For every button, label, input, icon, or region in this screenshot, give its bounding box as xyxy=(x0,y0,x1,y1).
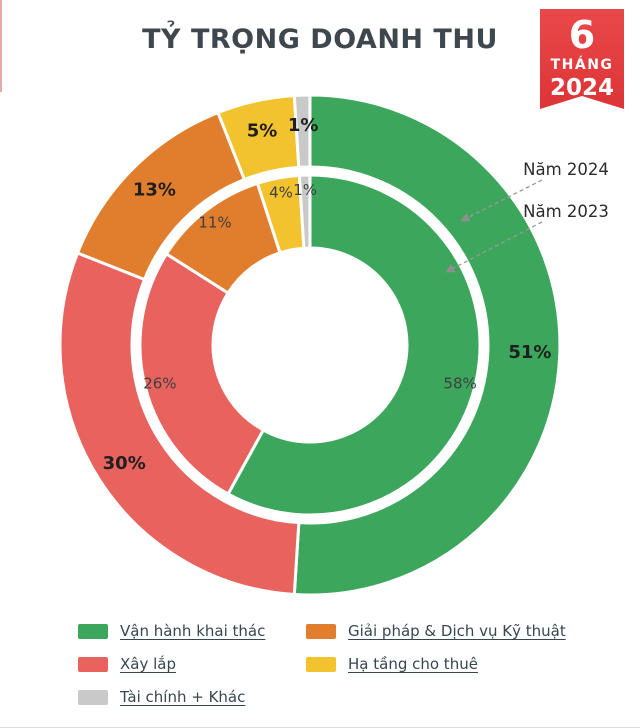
legend-item-van-hanh-khai-thac[interactable]: Vận hành khai thác xyxy=(78,622,306,641)
legend-swatch-orange xyxy=(306,624,336,639)
legend-label: Vận hành khai thác xyxy=(120,622,266,640)
legend-label: Giải pháp & Dịch vụ Kỹ thuật xyxy=(348,622,566,640)
legend-item-ha-tang-cho-thue[interactable]: Hạ tầng cho thuê xyxy=(306,655,578,674)
legend-label: Hạ tầng cho thuê xyxy=(348,655,478,673)
legend-label: Tài chính + Khác xyxy=(120,688,246,706)
legend-item-xay-lap[interactable]: Xây lắp xyxy=(78,655,306,674)
badge-month-number: 6 xyxy=(568,13,596,57)
legend-label: Xây lắp xyxy=(120,655,176,673)
slice-percent-label: 11% xyxy=(198,214,231,232)
legend-item-giai-phap-dich-vu[interactable]: Giải pháp & Dịch vụ Kỹ thuật xyxy=(306,622,578,641)
badge-month-word: THÁNG xyxy=(550,57,614,73)
donut-slice-inner-0[interactable] xyxy=(226,173,482,517)
legend-item-tai-chinh-khac[interactable]: Tài chính + Khác xyxy=(78,688,306,707)
legend-swatch-gray xyxy=(78,690,108,705)
chart-legend: Vận hành khai thác Giải pháp & Dịch vụ K… xyxy=(78,622,578,707)
donut-chart-svg: 51%30%13%5% 1%58%26%11%4% 1% Năm 2024 Năm … xyxy=(58,93,609,597)
annotation-label-2024: Năm 2024 xyxy=(523,160,609,179)
donut-slice-outer-4[interactable] xyxy=(292,93,312,169)
donut-slice-inner-4[interactable] xyxy=(297,173,312,250)
slice-percent-label: 30% xyxy=(103,453,146,474)
donut-slice-labels: 51%30%13%5% 1%58%26%11%4% 1% xyxy=(103,115,552,474)
annotation-outer-ring: Năm 2024 xyxy=(460,160,609,222)
donut-slices xyxy=(58,93,562,597)
slice-percent-label: 1% xyxy=(293,181,317,199)
slice-percent-label: 13% xyxy=(133,179,176,200)
slice-percent-label: 1% xyxy=(288,115,319,136)
donut-slice-outer-1[interactable] xyxy=(58,251,301,597)
slice-percent-label: 51% xyxy=(508,342,551,363)
annotation-inner-ring: Năm 2023 xyxy=(445,202,609,273)
donut-slice-inner-1[interactable] xyxy=(138,251,266,497)
legend-swatch-red xyxy=(78,657,108,672)
slice-percent-label: 4% xyxy=(269,184,293,202)
donut-slice-outer-0[interactable] xyxy=(292,93,562,597)
page-title: TỶ TRỌNG DOANH THU xyxy=(142,24,498,55)
annotation-label-2023: Năm 2023 xyxy=(523,202,609,221)
legend-swatch-yellow xyxy=(306,657,336,672)
period-ribbon-badge: 6 THÁNG 2024 xyxy=(540,9,624,109)
left-accent-line xyxy=(0,0,2,92)
slice-percent-label: 58% xyxy=(443,375,476,393)
annotation-arrow-2024 xyxy=(460,179,543,222)
legend-swatch-green xyxy=(78,624,108,639)
slice-percent-label: 26% xyxy=(143,375,176,393)
slice-percent-label: 5% xyxy=(247,120,278,141)
